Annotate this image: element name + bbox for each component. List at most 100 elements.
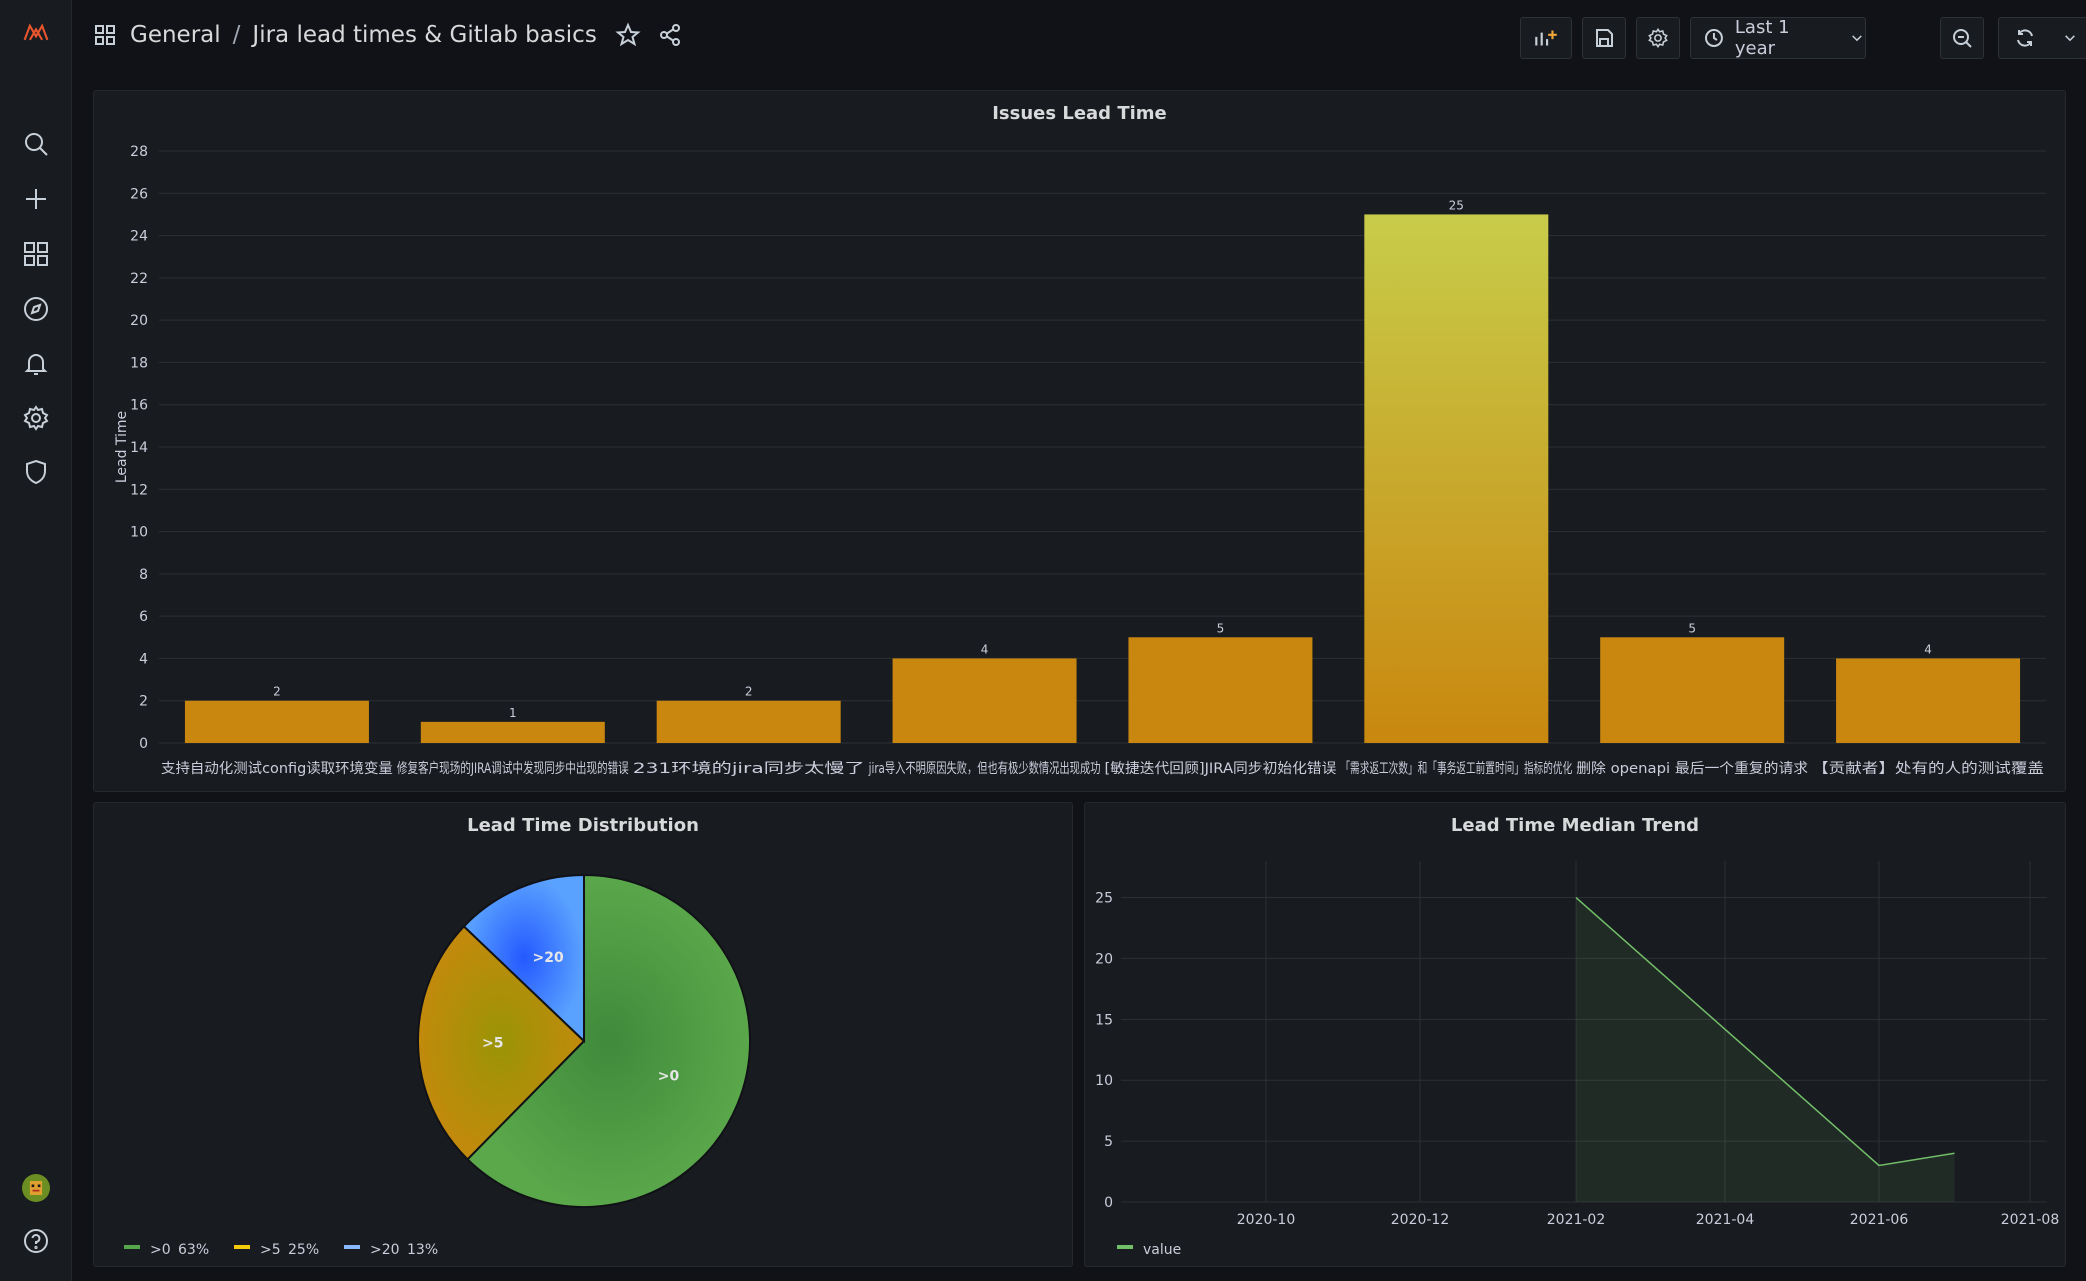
y-tick-label: 28 — [130, 144, 148, 160]
y-tick-label: 26 — [130, 186, 148, 202]
issues-lead-time-panel: Issues Lead Time 0 2 4 6 8 10 12 14 16 18 20 22 24 26… — [93, 90, 2066, 792]
x-category-label: [敏捷迭代回顾]JIRA同步初始化错误 — [1105, 760, 1337, 777]
dashboard-title[interactable]: Jira lead times & Gitlab basics — [252, 22, 597, 48]
legend-swatch — [124, 1245, 140, 1249]
x-category-label: 231环境的jira同步太慢了 — [633, 760, 865, 777]
legend-label[interactable]: >5 — [260, 1242, 281, 1258]
series-area — [1576, 897, 1955, 1202]
sidebar — [0, 0, 72, 1281]
bar[interactable] — [1836, 658, 2021, 743]
series-line[interactable] — [1575, 896, 1955, 1167]
y-tick-label: 16 — [130, 398, 148, 414]
y-tick-label: 15 — [1095, 1012, 1113, 1028]
bar-value-label: 5 — [1688, 621, 1696, 635]
legend-percent: 25% — [288, 1242, 319, 1258]
y-tick-label: 22 — [130, 271, 148, 287]
breadcrumb-separator: / — [232, 22, 241, 48]
x-tick-label: 2020-12 — [1391, 1212, 1450, 1228]
bar[interactable] — [1364, 214, 1549, 743]
pie-chart: >0 >5 >20 >0 63% >5 25% >20 13% — [124, 873, 751, 1258]
bar[interactable] — [656, 700, 841, 743]
zoom-out-button[interactable] — [1940, 17, 1984, 59]
y-tick-label: 5 — [1104, 1134, 1113, 1150]
x-tick-label: 2021-06 — [1850, 1212, 1909, 1228]
panel-title: Lead Time Distribution — [467, 815, 699, 836]
legend-percent: 13% — [407, 1242, 438, 1258]
pie-slice[interactable] — [417, 924, 586, 1161]
x-tick-label: 2021-08 — [2001, 1212, 2060, 1228]
pie-slice[interactable] — [462, 873, 585, 1044]
y-tick-label: 10 — [130, 525, 148, 541]
y-tick-label: 24 — [130, 229, 148, 245]
clock-icon — [1704, 29, 1723, 47]
bar[interactable] — [420, 721, 605, 743]
legend-swatch — [234, 1245, 250, 1249]
bar[interactable] — [892, 658, 1077, 743]
bar[interactable] — [1128, 637, 1313, 743]
y-tick-label: 10 — [1095, 1073, 1113, 1089]
chevron-down-icon — [2065, 35, 2075, 42]
time-range-picker[interactable]: Last 1 year — [1690, 17, 1866, 59]
panel-title: Issues Lead Time — [992, 103, 1167, 124]
y-tick-label: 6 — [139, 609, 148, 625]
y-tick-label: 4 — [139, 651, 148, 667]
legend-swatch — [344, 1245, 360, 1249]
x-category-label: 修复客户现场的JIRA调试中发现同步中出现的错误 — [397, 760, 629, 777]
dashboard-grid-icon — [95, 25, 115, 45]
pie-slice-label: >20 — [532, 950, 563, 966]
bar-value-label: 25 — [1449, 198, 1464, 212]
y-tick-label: 20 — [1095, 951, 1113, 967]
y-tick-label: 12 — [130, 482, 148, 498]
bar-value-label: 1 — [509, 706, 517, 720]
dashboards-icon[interactable] — [16, 234, 56, 274]
legend-label[interactable]: >20 — [370, 1242, 400, 1258]
avatar[interactable] — [16, 1168, 56, 1208]
save-dashboard-button[interactable] — [1582, 17, 1626, 59]
x-category-label: 【贡献者】处有的人的测试覆盖 — [1812, 761, 2044, 777]
y-tick-label: 2 — [139, 694, 148, 710]
lead-time-distribution-panel: Lead Time Distribution >0 >5 >20 >0 63% >5 25… — [93, 802, 1073, 1267]
bar-value-label: 4 — [1924, 642, 1932, 656]
search-icon[interactable] — [16, 124, 56, 164]
bar-value-label: 4 — [981, 642, 989, 656]
star-icon[interactable] — [615, 22, 641, 48]
refresh-icon — [2017, 29, 2033, 47]
bar[interactable] — [184, 700, 369, 743]
x-category-label: jira导入不明原因失败，但也有极少数情况出现成功 — [868, 761, 1101, 777]
x-tick-label: 2021-04 — [1696, 1212, 1755, 1228]
legend-swatch — [1117, 1245, 1133, 1249]
x-category-label: 支持自动化测试config读取环境变量 — [161, 760, 393, 777]
logo-icon[interactable] — [16, 12, 56, 52]
legend-label[interactable]: value — [1143, 1242, 1181, 1258]
trend-chart: 0 5 10 15 20 25 2020-10 2020-12 2021-02 2021-04 20… — [1095, 861, 2060, 1258]
y-tick-label: 20 — [130, 313, 148, 329]
y-tick-label: 0 — [1104, 1195, 1113, 1211]
x-tick-label: 2020-10 — [1237, 1212, 1296, 1228]
pie-slice-label: >0 — [658, 1069, 680, 1085]
alert-bell-icon[interactable] — [16, 343, 56, 383]
legend-label[interactable]: >0 — [150, 1242, 171, 1258]
dashboard-settings-button[interactable] — [1636, 17, 1680, 59]
explore-icon[interactable] — [16, 289, 56, 329]
shield-icon[interactable] — [16, 452, 56, 492]
x-category-label: 「需求返工次数」和「事务返工前置时间」指标的优化 — [1340, 760, 1572, 777]
y-tick-label: 8 — [139, 567, 148, 583]
pie-slice-label: >5 — [482, 1035, 503, 1051]
folder-link[interactable]: General — [130, 22, 221, 48]
add-panel-button[interactable] — [1520, 17, 1572, 59]
zoom-out-icon — [1953, 29, 1972, 48]
y-tick-label: 25 — [1095, 891, 1113, 907]
gear-icon[interactable] — [16, 398, 56, 438]
legend-percent: 63% — [178, 1242, 209, 1258]
x-category-label: 删除 openapi 最后一个重复的请求 — [1576, 760, 1808, 777]
top-navbar: General / Jira lead times & Gitlab basic… — [72, 0, 2086, 78]
bar[interactable] — [1600, 637, 1785, 743]
y-tick-label: 14 — [130, 440, 148, 456]
bar-value-label: 5 — [1217, 621, 1225, 635]
help-icon[interactable] — [16, 1221, 56, 1261]
share-icon[interactable] — [657, 22, 683, 48]
pie-slice[interactable] — [466, 873, 751, 1208]
refresh-button[interactable] — [1998, 17, 2086, 59]
settings-gear-icon — [1648, 27, 1668, 49]
plus-icon[interactable] — [16, 179, 56, 219]
